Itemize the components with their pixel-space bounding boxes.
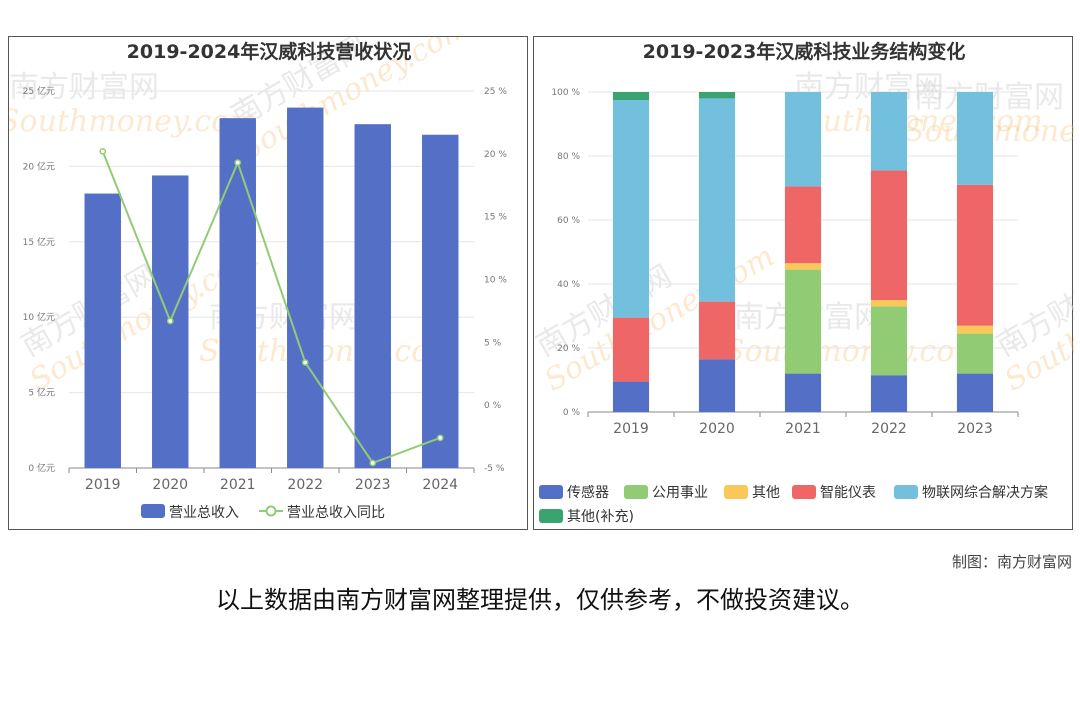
legend-label-1[interactable]: 公用事业 [652, 485, 708, 501]
stack-segment-1 [784, 269, 822, 374]
revenue-chart: 南方财富网Southmoney.com南方财富网Southmoney.com南方… [9, 37, 507, 521]
stack-segment-4 [956, 92, 994, 185]
stack-segment-3 [698, 301, 736, 360]
x-tick-label: 2021 [785, 421, 821, 437]
stack-segment-3 [612, 317, 650, 382]
legend-label-3[interactable]: 智能仪表 [820, 485, 876, 501]
stack-segment-5 [698, 92, 736, 99]
legend-label-0[interactable]: 传感器 [567, 484, 609, 501]
legend-swatch-2[interactable] [724, 485, 748, 499]
legend-label-revenue[interactable]: 营业总收入 [169, 505, 239, 521]
yoy-growth-point [234, 159, 242, 166]
y-left-tick-label: 25 亿元 [23, 85, 55, 97]
y-tick-label: 100 % [551, 88, 580, 98]
y-right-tick-label: 20 % [484, 150, 507, 160]
stack-segment-0 [784, 373, 822, 412]
y-tick-label: 40 % [557, 280, 580, 290]
stack-segment-3 [956, 184, 994, 326]
watermark-en: Southmoney.com [9, 104, 258, 139]
stack-segment-1 [870, 306, 908, 376]
stack-segment-2 [784, 263, 822, 270]
legend-swatch-0[interactable] [539, 485, 563, 499]
revenue-bar [84, 193, 121, 468]
y-left-tick-label: 20 亿元 [23, 160, 55, 172]
y-tick-label: 60 % [557, 216, 580, 226]
x-tick-label: 2024 [422, 477, 458, 493]
y-tick-label: 0 % [563, 408, 581, 418]
y-right-tick-label: 0 % [484, 401, 502, 411]
y-left-tick-label: 5 亿元 [28, 387, 55, 399]
y-right-tick-label: -5 % [484, 464, 505, 474]
x-tick-label: 2019 [613, 421, 649, 437]
yoy-growth-line [101, 150, 441, 465]
stack-segment-5 [612, 92, 650, 100]
yoy-growth-point [436, 434, 444, 442]
y-right-tick-label: 25 % [484, 87, 507, 97]
revenue-bar [422, 134, 459, 468]
legend-label-4[interactable]: 物联网综合解决方案 [922, 484, 1048, 501]
yoy-growth-point [369, 459, 377, 467]
y-left-tick-label: 15 亿元 [23, 236, 55, 248]
yoy-growth-point [301, 359, 309, 366]
y-tick-label: 20 % [557, 344, 580, 354]
stack-segment-1 [956, 333, 994, 374]
revenue-bar [287, 107, 324, 468]
legend-marker-yoy[interactable] [265, 505, 277, 517]
legend-label-yoy[interactable]: 营业总收入同比 [287, 505, 385, 521]
stack-segment-4 [612, 100, 650, 318]
y-right-tick-label: 5 % [484, 338, 502, 348]
stack-segment-0 [956, 373, 994, 412]
y-tick-label: 80 % [557, 152, 580, 162]
business-structure-chart: 南方财富网Southmoney.com南方财富网Southmoney.com南方… [534, 40, 1075, 525]
legend-label-5[interactable]: 其他(补充) [567, 509, 634, 525]
stack-segment-0 [612, 381, 650, 412]
revenue-bar [219, 118, 256, 469]
yoy-growth-point [99, 147, 107, 155]
y-right-tick-label: 15 % [484, 213, 507, 223]
x-tick-label: 2022 [287, 477, 323, 493]
chart-title: 2019-2023年汉威科技业务结构变化 [643, 40, 966, 63]
chart-title: 2019-2024年汉威科技营收状况 [127, 40, 412, 63]
chart-credit: 制图：南方财富网 [951, 553, 1072, 571]
stack-segment-3 [784, 186, 822, 264]
watermark-cn: 南方财富网 [9, 70, 159, 105]
y-left-tick-label: 10 亿元 [23, 311, 55, 323]
x-tick-label: 2020 [152, 477, 188, 493]
x-tick-label: 2021 [220, 477, 256, 493]
business-structure-chart-panel: 南方财富网Southmoney.com南方财富网Southmoney.com南方… [533, 36, 1075, 530]
stack-segment-4 [698, 98, 736, 302]
stack-segment-2 [956, 325, 994, 334]
stack-segment-4 [870, 92, 908, 171]
legend-swatch-1[interactable] [624, 485, 648, 499]
x-tick-label: 2023 [957, 421, 993, 437]
revenue-chart-panel: 南方财富网Southmoney.com南方财富网Southmoney.com南方… [8, 36, 528, 530]
legend-label-2[interactable]: 其他 [752, 485, 780, 501]
stack-segment-3 [870, 170, 908, 300]
stack-segment-0 [870, 375, 908, 412]
yoy-growth-point [166, 317, 174, 325]
legend: 营业总收入 营业总收入同比 [141, 504, 385, 521]
x-tick-label: 2019 [85, 477, 121, 493]
stack-segment-0 [698, 359, 736, 412]
revenue-bar [354, 124, 391, 469]
watermark-en: Southmoney.com [724, 334, 983, 369]
x-tick-label: 2020 [699, 421, 735, 437]
y-left-tick-label: 0 亿元 [28, 462, 55, 474]
legend-swatch-5[interactable] [539, 509, 563, 523]
stack-segment-2 [870, 300, 908, 307]
legend-swatch-revenue[interactable] [141, 504, 165, 518]
legend-swatch-4[interactable] [894, 485, 918, 499]
watermark-en: Southmoney.com [784, 104, 1043, 139]
disclaimer-text: 以上数据由南方财富网整理提供，仅供参考，不做投资建议。 [216, 586, 864, 614]
legend-swatch-3[interactable] [792, 485, 816, 499]
x-tick-label: 2022 [871, 421, 907, 437]
x-tick-label: 2023 [355, 477, 391, 493]
y-right-tick-label: 10 % [484, 276, 507, 286]
stack-segment-4 [784, 92, 822, 187]
